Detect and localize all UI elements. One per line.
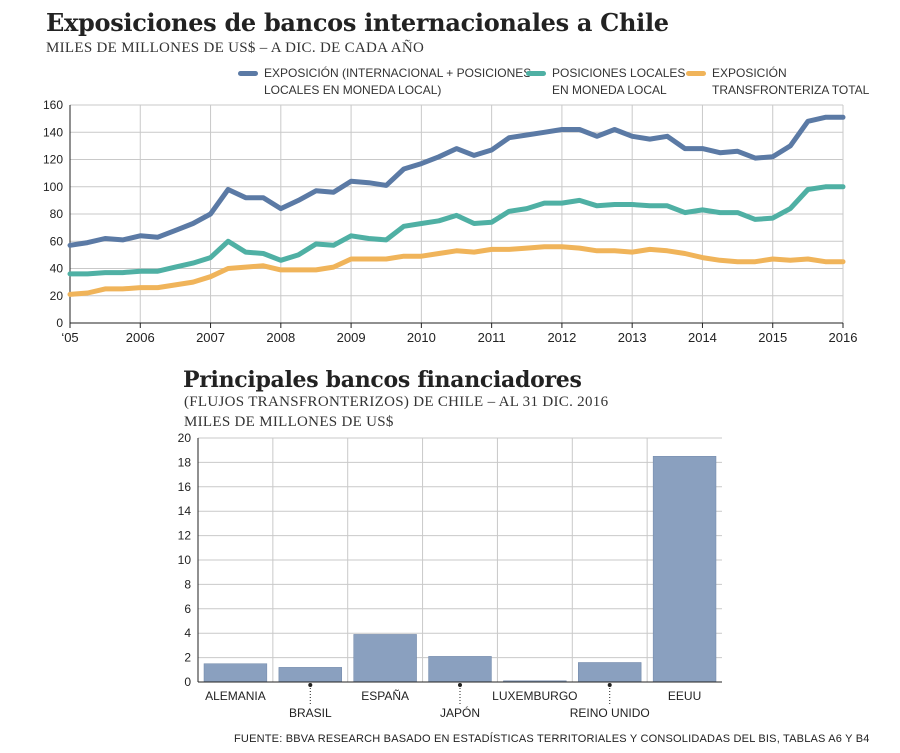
source-note: FUENTE: BBVA RESEARCH BASADO EN ESTADÍST… — [234, 733, 870, 745]
x-tick-label: 2006 — [126, 330, 155, 345]
y-tick-label: 8 — [184, 577, 191, 591]
legend-label: EXPOSICIÓN TRANSFRONTERIZA TOTAL — [712, 66, 870, 97]
y-tick-label: 16 — [178, 480, 192, 494]
legend-swatch — [526, 71, 546, 76]
y-tick-label: 0 — [184, 675, 191, 689]
y-tick-label: 4 — [184, 626, 191, 640]
x-tick-label: 2007 — [196, 330, 225, 345]
x-tick-label: 2009 — [337, 330, 366, 345]
y-tick-label: 18 — [178, 455, 192, 469]
bar-eeuu — [652, 456, 717, 683]
bar-chart-title: Principales bancos financiadores — [183, 367, 582, 393]
y-tick-label: 10 — [178, 553, 192, 567]
y-tick-label: 160 — [43, 98, 63, 112]
y-tick-label: 120 — [43, 153, 63, 167]
legend-label: EXPOSICIÓN (INTERNACIONAL + POSICIONES L… — [264, 66, 532, 97]
bar-chart-units: MILES DE MILLONES DE US$ — [184, 414, 394, 430]
bar-brasil — [278, 667, 342, 683]
posiciones-locales-line — [67, 184, 846, 277]
x-tick-label: EEUU — [668, 689, 701, 703]
legend-item-exposicion: EXPOSICIÓN (INTERNACIONAL + POSICIONES L… — [238, 65, 531, 99]
x-tick-label: 2010 — [407, 330, 436, 345]
x-tick-label: LUXEMBURGO — [492, 689, 577, 703]
x-tick-label: 2015 — [758, 330, 787, 345]
x-tick-label: ALEMANIA — [205, 689, 266, 703]
y-tick-label: 12 — [178, 529, 192, 543]
x-tick-label: 2011 — [478, 330, 506, 345]
line-chart-subtitle: MILES DE MILLONES DE US$ – A DIC. DE CAD… — [46, 40, 425, 56]
bar-japón — [428, 656, 492, 683]
y-tick-label: 20 — [178, 431, 192, 445]
x-tick-label: JAPÓN — [440, 705, 480, 720]
y-tick-label: 0 — [56, 316, 63, 330]
x-tick-label: 2016 — [829, 330, 858, 345]
x-tick-label: ‘05 — [61, 330, 78, 345]
transfronteriza-line — [67, 244, 846, 297]
legend-label: POSICIONES LOCALES EN MONEDA LOCAL — [552, 66, 686, 97]
y-tick-label: 2 — [184, 651, 191, 665]
line-chart-title: Exposiciones de bancos internacionales a… — [46, 8, 669, 37]
x-tick-label: ESPAÑA — [361, 689, 409, 703]
x-tick-label: 2013 — [618, 330, 647, 345]
exposicion-total-line — [67, 114, 846, 248]
y-tick-label: 80 — [50, 207, 64, 221]
y-tick-label: 20 — [50, 289, 64, 303]
bar-chart-subtitle: (FLUJOS TRANSFRONTERIZOS) DE CHILE – AL … — [184, 394, 609, 410]
y-tick-label: 14 — [178, 504, 192, 518]
x-tick-label: REINO UNIDO — [570, 706, 650, 720]
bar-chart: 0 2 4 6 8 10 12 14 16 18 20 ALEMANIA BRASIL ESPAÑA JAP… — [178, 431, 722, 720]
x-tick-label: 2008 — [266, 330, 295, 345]
x-tick-label: 2012 — [547, 330, 576, 345]
legend-item-transfronteriza: EXPOSICIÓN TRANSFRONTERIZA TOTAL — [686, 65, 869, 99]
x-tick-label: 2014 — [688, 330, 717, 345]
y-tick-label: 40 — [50, 262, 64, 276]
bar-españa — [353, 634, 417, 683]
legend-swatch — [686, 71, 706, 76]
bar-alemania — [203, 663, 268, 683]
y-tick-label: 6 — [184, 602, 191, 616]
y-tick-label: 60 — [50, 234, 64, 248]
legend-swatch — [238, 71, 258, 76]
x-tick-label: BRASIL — [289, 706, 332, 720]
legend-item-posiciones-locales: POSICIONES LOCALES EN MONEDA LOCAL — [526, 65, 685, 99]
y-tick-label: 100 — [43, 180, 63, 194]
line-chart: 0 20 40 60 80 100 120 140 160 ‘05 2006 2007 2008 2009… — [43, 98, 858, 345]
y-tick-label: 140 — [43, 125, 63, 139]
bar-reino-unido — [578, 662, 642, 683]
